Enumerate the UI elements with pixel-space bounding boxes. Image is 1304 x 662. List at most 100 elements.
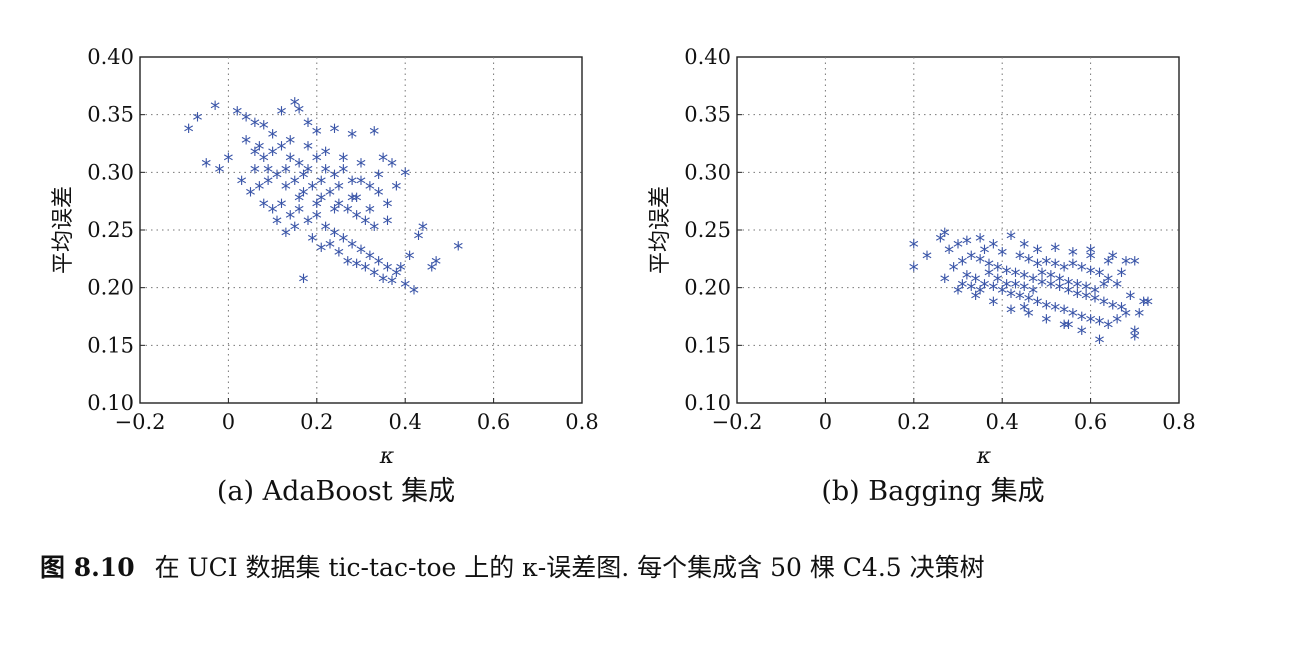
data-point: * <box>343 201 353 225</box>
data-point: * <box>192 108 202 132</box>
data-point: * <box>1086 262 1096 286</box>
data-point: * <box>1037 273 1047 297</box>
data-point: * <box>281 224 291 248</box>
data-point: * <box>953 235 963 259</box>
data-point: * <box>281 178 291 202</box>
data-point: * <box>387 272 397 296</box>
x-axis-label: κ <box>976 444 992 469</box>
data-point: * <box>329 166 339 190</box>
data-point: * <box>374 166 384 190</box>
figure-caption: 图 8.10 在 UCI 数据集 tic-tac-toe 上的 κ-误差图. 每个… <box>40 548 985 584</box>
x-tick-label: 0.8 <box>565 410 598 434</box>
data-point: * <box>1041 310 1051 334</box>
data-point: * <box>334 243 344 267</box>
y-tick-label: 0.15 <box>684 333 731 357</box>
data-point: * <box>391 178 401 202</box>
data-point: * <box>1033 255 1043 279</box>
y-tick-label: 0.35 <box>87 103 134 127</box>
data-point: * <box>1055 278 1065 302</box>
data-point: * <box>285 149 295 173</box>
x-tick-label: 0.6 <box>477 410 510 434</box>
x-tick-label: −0.2 <box>115 410 166 434</box>
x-tick-label: 0.6 <box>1074 410 1107 434</box>
data-point: * <box>1059 301 1069 325</box>
data-point: * <box>1059 258 1069 282</box>
data-point: * <box>966 247 976 271</box>
y-tick-label: 0.25 <box>87 218 134 242</box>
data-point: * <box>365 247 375 271</box>
data-point: * <box>338 149 348 173</box>
data-point: * <box>1077 322 1087 346</box>
data-point: * <box>250 114 260 138</box>
data-point: * <box>405 247 415 271</box>
data-point: * <box>374 183 384 207</box>
data-point: * <box>237 172 247 196</box>
y-tick-label: 0.40 <box>684 45 731 69</box>
data-point: * <box>949 258 959 282</box>
data-point: * <box>944 241 954 265</box>
data-point: * <box>294 201 304 225</box>
data-point: * <box>1033 241 1043 265</box>
data-point: * <box>971 287 981 311</box>
y-tick-label: 0.35 <box>684 103 731 127</box>
data-point: * <box>1077 258 1087 282</box>
data-point: * <box>1050 299 1060 323</box>
data-point: * <box>285 132 295 156</box>
data-point: * <box>391 264 401 288</box>
data-point: * <box>1099 276 1109 300</box>
data-point: * <box>1121 305 1131 329</box>
subfigure-caption: (b) Bagging 集成 <box>821 476 1044 507</box>
x-tick-label: −0.2 <box>712 410 763 434</box>
data-point: * <box>365 178 375 202</box>
data-point: * <box>352 255 362 279</box>
data-point: * <box>294 155 304 179</box>
data-point: * <box>935 230 945 254</box>
data-point: * <box>250 143 260 167</box>
x-axis-label: κ <box>379 444 395 469</box>
data-point: * <box>1019 235 1029 259</box>
x-tick-label: 0 <box>819 410 832 434</box>
data-point: * <box>303 160 313 184</box>
data-point: * <box>329 120 339 144</box>
data-point: * <box>369 122 379 146</box>
data-point: * <box>1103 270 1113 294</box>
data-point: * <box>360 258 370 282</box>
x-tick-label: 0.2 <box>300 410 333 434</box>
data-point: * <box>975 230 985 254</box>
data-point: * <box>988 235 998 259</box>
data-point: * <box>356 172 366 196</box>
data-point: * <box>1002 262 1012 286</box>
data-point: * <box>378 149 388 173</box>
data-point: * <box>343 253 353 277</box>
data-point: * <box>1121 253 1131 277</box>
y-tick-label: 0.40 <box>87 45 134 69</box>
data-point: * <box>1028 281 1038 305</box>
data-point: * <box>1059 316 1069 340</box>
figure-number: 图 8.10 <box>40 553 135 582</box>
data-point: * <box>316 239 326 263</box>
x-tick-label: 0.4 <box>388 410 421 434</box>
data-point: * <box>276 103 286 127</box>
data-point: * <box>940 270 950 294</box>
data-point: * <box>1112 310 1122 334</box>
data-point: * <box>1086 241 1096 265</box>
data-point: * <box>971 270 981 294</box>
data-point: * <box>1064 281 1074 305</box>
data-point: * <box>201 155 211 179</box>
data-point: * <box>1099 293 1109 317</box>
y-axis-label: 平均误差 <box>51 186 76 274</box>
data-point: * <box>321 143 331 167</box>
scatter-panel-adaboost: −0.2 0 0.2 0.4 0.6 0.8 0.10 0.15 0.20 0.25 0.30 0.3… <box>51 45 599 507</box>
data-point: * <box>268 126 278 150</box>
data-point: * <box>210 97 220 121</box>
data-point: * <box>294 189 304 213</box>
data-point: * <box>329 201 339 225</box>
data-point: * <box>431 253 441 277</box>
data-point: * <box>1019 278 1029 302</box>
data-point: * <box>980 241 990 265</box>
data-point: * <box>966 278 976 302</box>
data-point: * <box>232 103 242 127</box>
data-point: * <box>1081 278 1091 302</box>
data-point: * <box>303 137 313 161</box>
